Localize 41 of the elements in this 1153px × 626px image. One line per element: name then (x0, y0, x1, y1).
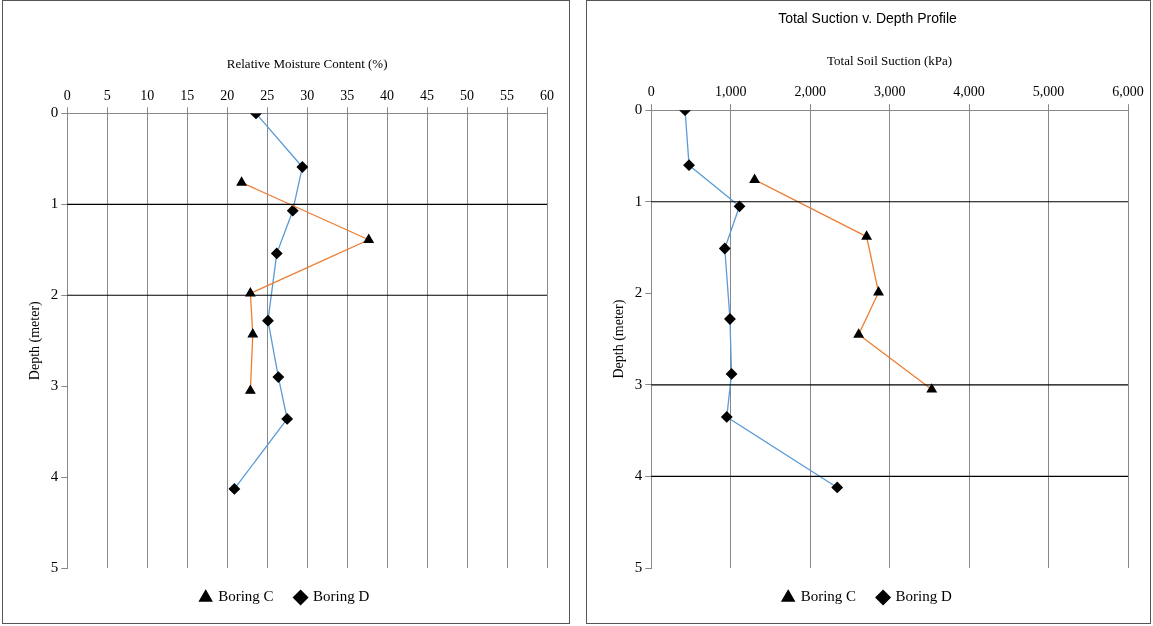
x-tick-label: 2,000 (794, 84, 826, 100)
y-tick-label: 5 (50, 558, 59, 575)
y-tick-label: 2 (634, 284, 643, 301)
y-tick-label: 2 (50, 286, 59, 303)
y-tick-label: 4 (634, 467, 643, 484)
legend-label: Boring C (218, 588, 274, 605)
y-axis-title: Depth (meter) (27, 300, 44, 381)
x-tick-label: 45 (420, 87, 435, 103)
x-axis-title: Relative Moisture Content (%) (226, 56, 388, 72)
x-tick-label: 30 (300, 87, 315, 103)
x-tick-label: 4,000 (953, 84, 985, 100)
x-tick-label: 60 (540, 87, 554, 103)
y-tick-label: 1 (50, 195, 59, 212)
x-tick-label: 5,000 (1032, 84, 1065, 100)
legend-label: Boring D (313, 588, 370, 605)
y-tick-label: 3 (50, 377, 59, 394)
x-tick-label: 40 (380, 87, 395, 103)
x-tick-label: 1,000 (715, 84, 747, 100)
y-tick-label: 4 (50, 468, 59, 485)
y-tick-label: 3 (634, 375, 643, 392)
x-tick-label: 0 (647, 84, 655, 100)
x-tick-label: 35 (340, 87, 355, 103)
x-tick-label: 15 (180, 87, 195, 103)
x-tick-label: 10 (140, 87, 155, 103)
x-tick-label: 5 (103, 87, 111, 103)
x-tick-label: 25 (260, 87, 275, 103)
y-tick-label: 0 (634, 101, 643, 118)
y-axis-title: Depth (meter) (611, 299, 628, 379)
x-tick-label: 20 (220, 87, 235, 103)
chart-title: Total Suction v. Depth Profile (778, 10, 958, 27)
y-tick-label: 0 (50, 104, 59, 121)
x-axis-title: Total Soil Suction (kPa) (827, 53, 953, 69)
x-tick-label: 3,000 (873, 84, 906, 100)
legend-label: Boring C (800, 588, 857, 605)
y-tick-label: 1 (634, 192, 643, 209)
legend-label: Boring D (895, 588, 952, 605)
x-tick-label: 6,000 (1112, 84, 1144, 100)
x-tick-label: 0 (63, 87, 71, 103)
y-tick-label: 5 (634, 558, 643, 575)
x-tick-label: 55 (500, 87, 515, 103)
x-tick-label: 50 (460, 87, 475, 103)
